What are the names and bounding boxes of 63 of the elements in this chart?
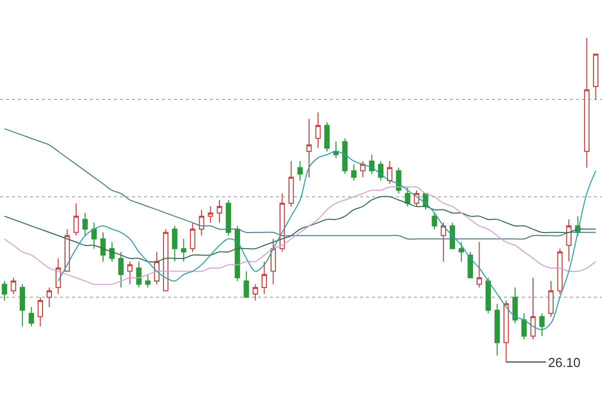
candlestick — [351, 164, 357, 182]
candlestick — [432, 212, 438, 230]
candlestick — [38, 296, 44, 327]
candlestick — [440, 222, 446, 262]
candlestick — [468, 251, 474, 278]
candlestick — [28, 306, 34, 327]
candlestick — [172, 225, 178, 262]
candlestick — [109, 242, 115, 262]
candlestick — [270, 238, 276, 285]
candlestick — [414, 190, 420, 207]
candlestick — [208, 206, 214, 224]
candlestick — [369, 154, 374, 175]
candlestick — [512, 287, 518, 324]
candlestick — [180, 238, 186, 262]
candlestick — [46, 287, 52, 308]
candlestick — [557, 248, 563, 294]
candlestick — [315, 112, 321, 149]
candlestick — [56, 258, 61, 294]
candlestick — [127, 261, 133, 285]
candlestick — [118, 251, 124, 288]
candlestick — [306, 118, 312, 178]
candlestick — [458, 242, 464, 262]
candlestick — [396, 167, 402, 194]
candlestick — [333, 141, 339, 158]
candlestick — [190, 222, 196, 252]
candlestick — [234, 225, 240, 282]
candlestick — [64, 228, 70, 272]
candlestick — [360, 160, 366, 178]
candlestick — [386, 160, 392, 184]
candlestick — [91, 222, 97, 250]
candlestick — [342, 138, 348, 175]
candlestick — [2, 280, 8, 301]
candlestick — [503, 300, 509, 363]
candlestick — [378, 160, 384, 182]
candlestick — [566, 218, 572, 262]
candlestick — [288, 160, 294, 207]
candlestick — [476, 242, 482, 288]
candlestick — [82, 212, 88, 236]
candlestick — [494, 303, 500, 356]
candlestick — [252, 284, 258, 301]
candlestick — [297, 160, 303, 182]
candlestick — [10, 277, 16, 294]
candlestick — [324, 122, 330, 152]
candlestick — [584, 37, 590, 168]
candlestick — [163, 228, 168, 292]
candlestick — [521, 312, 527, 340]
candlestick — [530, 277, 536, 340]
annotation: 26.10 — [548, 355, 581, 370]
candlestick — [539, 312, 545, 337]
candlestick — [593, 54, 598, 100]
candlestick — [486, 277, 491, 314]
candlestick — [145, 274, 151, 288]
candlestick — [20, 284, 26, 327]
candlestick — [548, 280, 554, 318]
candlestick — [198, 209, 204, 236]
candlestick — [226, 199, 232, 236]
candlestick — [244, 270, 250, 298]
candlestick — [136, 261, 142, 288]
candlestick — [73, 202, 79, 236]
candlestick — [262, 261, 267, 294]
candlestick — [404, 186, 410, 207]
candlestick — [100, 232, 106, 262]
candlestick — [216, 199, 222, 224]
